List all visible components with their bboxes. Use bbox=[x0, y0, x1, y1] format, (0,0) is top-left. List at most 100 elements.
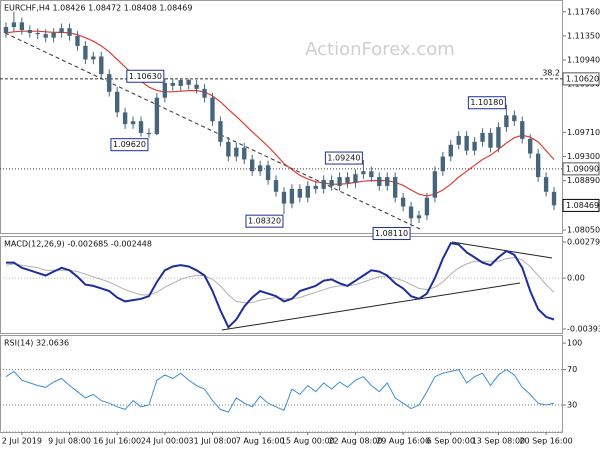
candle-body bbox=[385, 177, 390, 186]
y-tick-label: 0.002793 bbox=[567, 238, 600, 247]
candle-body bbox=[281, 191, 287, 204]
x-tick-label: 6 Sep 00:00 bbox=[427, 437, 475, 446]
candle-body bbox=[250, 159, 255, 172]
candle-body bbox=[337, 177, 342, 186]
annotation-box bbox=[324, 151, 363, 165]
macd-trendline bbox=[451, 241, 553, 259]
annotation-label: 1.09620 bbox=[113, 140, 146, 149]
price-label-box bbox=[562, 198, 600, 212]
macd-title: MACD(12,26,9) -0.002685 -0.002448 bbox=[4, 240, 152, 249]
candle-body bbox=[19, 22, 25, 31]
indicator-line bbox=[6, 242, 555, 329]
rsi-title: RSI(14) 32.0636 bbox=[4, 339, 69, 348]
candle-body bbox=[210, 97, 215, 122]
candle-body bbox=[392, 177, 398, 198]
candle-body bbox=[464, 135, 469, 151]
x-tick-label: 2 Jul 2019 bbox=[2, 437, 42, 446]
candle-body bbox=[480, 132, 485, 142]
x-tick-label: 7 Aug 16:00 bbox=[236, 437, 285, 446]
chart-title: EURCHF,H4 1.08426 1.08472 1.08408 1.0846… bbox=[4, 4, 192, 13]
y-tick-label: 1.09300 bbox=[567, 152, 600, 161]
rsi-panel bbox=[0, 335, 563, 433]
y-tick-label: 1.11350 bbox=[567, 31, 600, 40]
price-label-box bbox=[562, 162, 600, 176]
fib-label: 38.2 bbox=[542, 68, 560, 77]
candle-body bbox=[59, 28, 64, 33]
candle-body bbox=[99, 56, 104, 75]
candle-body bbox=[329, 180, 334, 186]
main-panel bbox=[0, 0, 563, 234]
annotation-box bbox=[110, 138, 149, 152]
y-tick-label: 1.09710 bbox=[567, 128, 600, 137]
candle-body bbox=[75, 35, 80, 46]
annotation-label: 1.10180 bbox=[470, 98, 503, 107]
candle-body bbox=[408, 206, 414, 219]
candle-body bbox=[186, 80, 191, 85]
candle-body bbox=[289, 188, 295, 204]
candle-body bbox=[313, 185, 318, 189]
candle-body bbox=[43, 34, 48, 38]
candle-body bbox=[432, 171, 438, 198]
candle-body bbox=[456, 135, 461, 145]
candle-body bbox=[273, 180, 279, 192]
candle-body bbox=[321, 180, 326, 189]
candle-body bbox=[535, 153, 541, 178]
y-tick-label: 100 bbox=[567, 339, 582, 348]
candle-body bbox=[51, 32, 56, 38]
candle-body bbox=[178, 80, 183, 86]
candle-body bbox=[496, 127, 501, 148]
candle-body bbox=[448, 144, 453, 157]
candle-body bbox=[242, 147, 247, 160]
y-tick-label: 0.00 bbox=[567, 274, 585, 283]
candle-body bbox=[440, 156, 446, 172]
x-tick-label: 20 Sep 16:00 bbox=[519, 437, 572, 446]
candle-body bbox=[504, 115, 509, 128]
candle-body bbox=[488, 132, 493, 148]
price-label-box bbox=[562, 72, 600, 86]
candle-body bbox=[27, 30, 32, 33]
candle-body bbox=[472, 141, 477, 151]
candle-body bbox=[551, 191, 557, 206]
candle-body bbox=[297, 188, 303, 198]
candle-body bbox=[361, 171, 366, 175]
y-tick-label: 70 bbox=[567, 365, 577, 374]
candle-body bbox=[234, 147, 239, 157]
watermark: ActionForex.com bbox=[305, 39, 455, 60]
annotation-label: 1.08320 bbox=[248, 217, 281, 226]
y-tick-label: 1.08050 bbox=[567, 226, 600, 235]
candle-body bbox=[353, 174, 358, 183]
y-tick-label: 1.08890 bbox=[567, 176, 600, 185]
candle-body bbox=[543, 177, 549, 192]
candle-body bbox=[154, 97, 160, 135]
candle-body bbox=[194, 84, 199, 89]
x-tick-label: 29 Aug 16:00 bbox=[376, 437, 430, 446]
x-tick-label: 22 Aug 08:00 bbox=[328, 437, 382, 446]
annotation-label: 1.09240 bbox=[327, 154, 360, 163]
candle-body bbox=[400, 197, 406, 207]
indicator-line bbox=[5, 256, 555, 304]
macd-panel bbox=[0, 236, 563, 334]
x-tick-label: 15 Aug 00:00 bbox=[281, 437, 335, 446]
annotation-box bbox=[467, 96, 506, 110]
candle-body bbox=[170, 82, 175, 86]
candle-body bbox=[202, 88, 207, 98]
candle-body bbox=[226, 141, 231, 157]
macd-trendline bbox=[221, 282, 521, 331]
candle-body bbox=[122, 112, 128, 125]
candle-body bbox=[424, 197, 430, 216]
candle-body bbox=[114, 91, 120, 113]
candle-body bbox=[416, 215, 422, 219]
candle-body bbox=[11, 22, 17, 28]
candle-body bbox=[107, 74, 112, 92]
candle-body bbox=[377, 177, 382, 186]
trendline bbox=[4, 32, 421, 230]
candle-body bbox=[130, 121, 136, 125]
candle-body bbox=[218, 121, 223, 142]
y-tick-label: -0.003938 bbox=[567, 325, 600, 334]
annotation-box bbox=[372, 227, 411, 241]
annotation-box bbox=[245, 214, 284, 228]
moving-average bbox=[5, 30, 555, 197]
candle-body bbox=[528, 138, 533, 154]
candle-body bbox=[67, 28, 72, 36]
